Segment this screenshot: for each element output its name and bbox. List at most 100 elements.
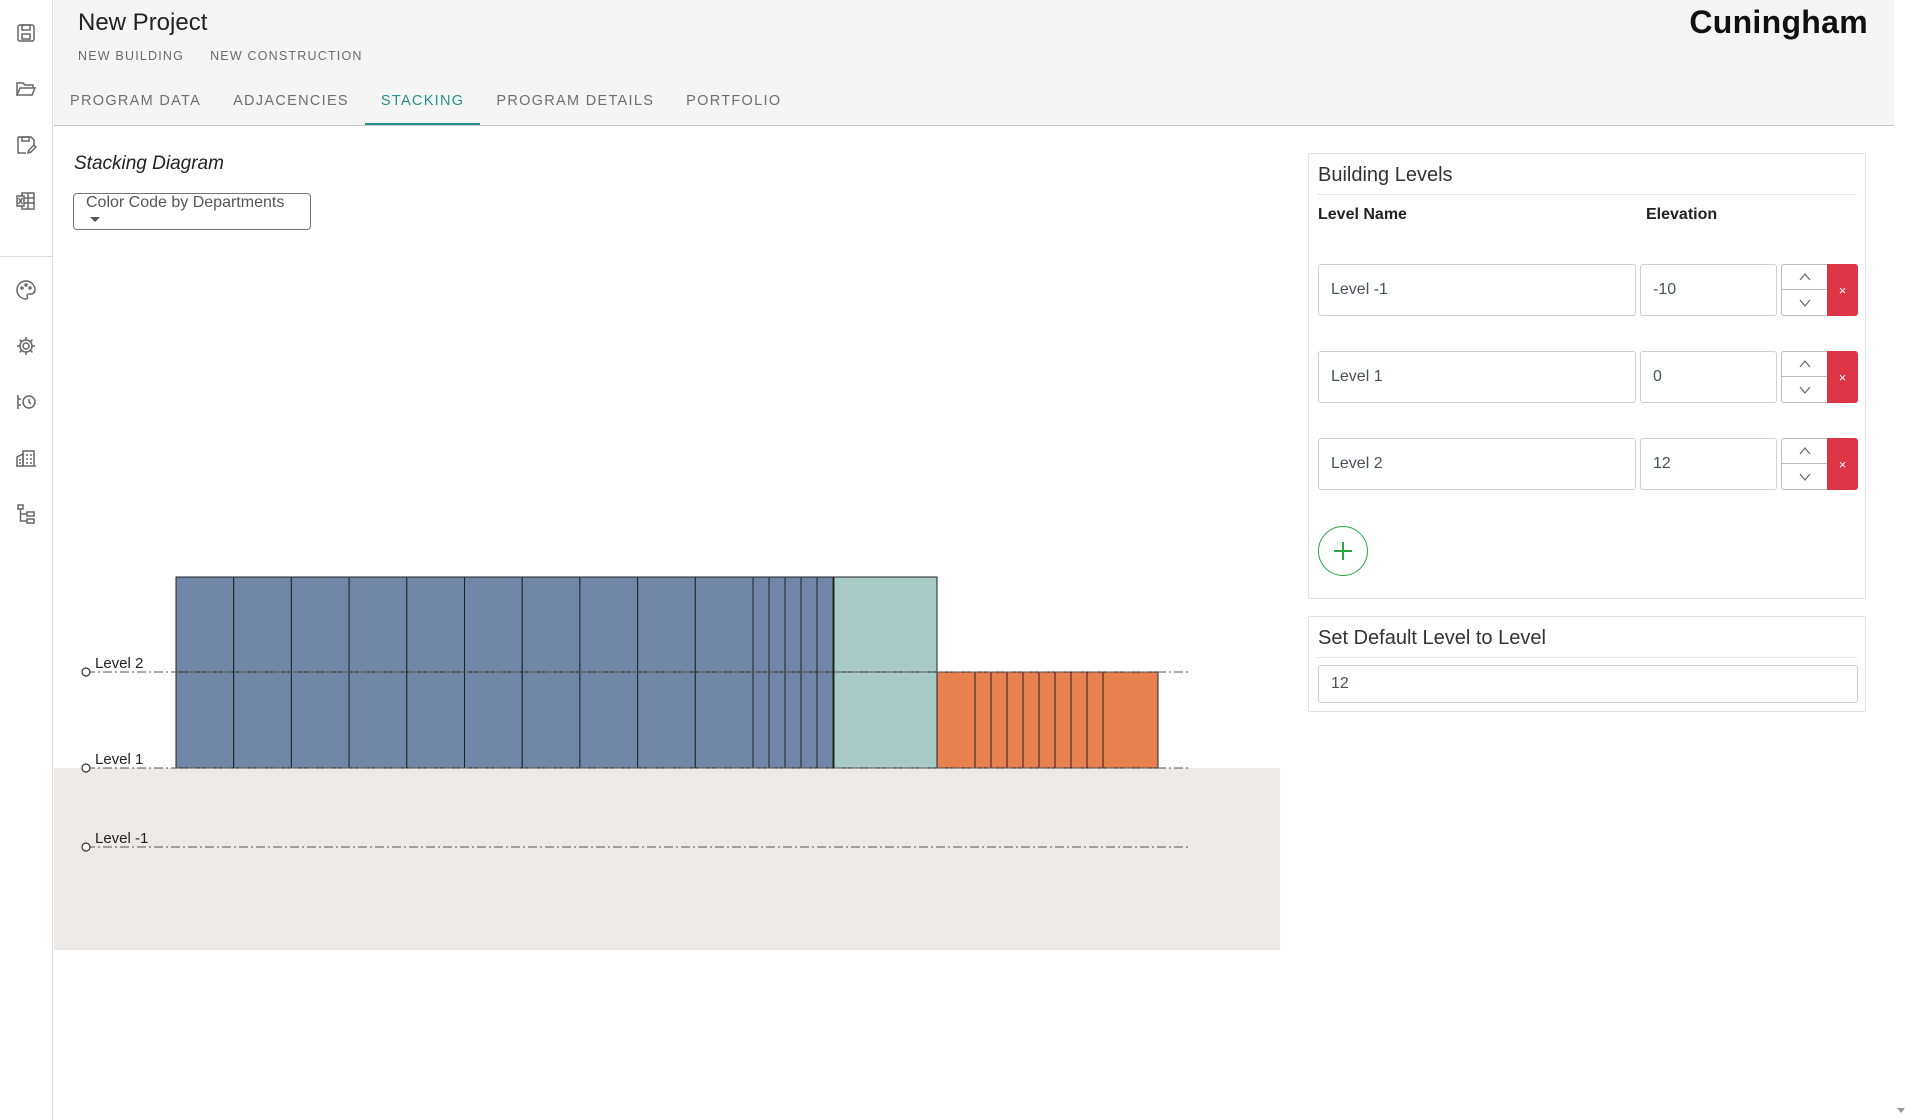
- scroll-down-arrow[interactable]: [1897, 1108, 1905, 1113]
- level-name-input[interactable]: [1318, 264, 1636, 316]
- room-block: [833, 671, 938, 769]
- level-marker: [81, 667, 91, 677]
- elevation-input[interactable]: [1640, 351, 1777, 403]
- tab-adjacencies[interactable]: ADJACENCIES: [233, 93, 349, 109]
- add-level-button[interactable]: [1318, 526, 1368, 576]
- company-logo: Cuningham: [1689, 4, 1868, 40]
- room-block: [175, 671, 235, 769]
- project-subtitles: NEW BUILDING NEW CONSTRUCTION: [78, 49, 363, 63]
- building-icon[interactable]: [12, 444, 40, 472]
- room-block: [233, 576, 292, 673]
- room-block: [579, 671, 639, 769]
- tab-stacking[interactable]: STACKING: [364, 80, 481, 125]
- level-name-input[interactable]: [1318, 438, 1636, 490]
- construction-type-label: NEW CONSTRUCTION: [210, 49, 363, 63]
- room-block: [637, 671, 696, 769]
- chevron-up-icon[interactable]: [1782, 439, 1827, 464]
- tab-program-details[interactable]: PROGRAM DETAILS: [496, 93, 655, 109]
- room-block: [1022, 671, 1040, 769]
- elevation-stepper: [1781, 264, 1828, 316]
- elevation-stepper: [1781, 351, 1828, 403]
- color-code-dropdown-label: Color Code by Departments: [86, 194, 285, 211]
- room-block: [800, 576, 818, 673]
- gear-icon[interactable]: [12, 332, 40, 360]
- room-block: [768, 671, 786, 769]
- history-icon[interactable]: [12, 388, 40, 416]
- app-header: NEW BUILDING NEW CONSTRUCTION Cuningham …: [54, 0, 1894, 126]
- caret-down-icon: [90, 216, 100, 222]
- room-block: [752, 671, 770, 769]
- level-marker: [81, 763, 91, 773]
- color-code-dropdown[interactable]: Color Code by Departments: [73, 193, 311, 230]
- room-block: [579, 576, 639, 673]
- level-label: Level 1: [95, 751, 143, 768]
- room-block: [175, 576, 235, 673]
- toolbar-divider: [0, 256, 53, 257]
- room-block: [290, 671, 350, 769]
- room-block: [464, 671, 523, 769]
- room-block: [768, 576, 786, 673]
- elevation-stepper: [1781, 438, 1828, 490]
- level-lines: Level -1 Level 1 Level 2: [81, 655, 1190, 852]
- excel-export-icon[interactable]: [12, 187, 40, 215]
- room-block: [694, 576, 754, 673]
- chevron-up-icon[interactable]: [1782, 352, 1827, 377]
- room-block: [521, 576, 581, 673]
- left-toolbar: [0, 0, 53, 1120]
- delete-level-button[interactable]: ×: [1827, 351, 1858, 403]
- room-block: [1070, 671, 1088, 769]
- chevron-down-icon[interactable]: [1782, 377, 1827, 402]
- save-icon[interactable]: [12, 19, 40, 47]
- delete-level-button[interactable]: ×: [1827, 264, 1858, 316]
- room-block: [464, 576, 523, 673]
- building-levels-title: Building Levels: [1318, 164, 1453, 186]
- level-name-input[interactable]: [1318, 351, 1636, 403]
- stacking-diagram: Level -1 Level 1 Level 2: [54, 576, 1280, 950]
- room-block: [406, 576, 465, 673]
- room-block: [752, 576, 770, 673]
- tab-portfolio[interactable]: PORTFOLIO: [686, 93, 782, 109]
- stacking-diagram-title: Stacking Diagram: [74, 153, 224, 174]
- default-level-input[interactable]: [1318, 665, 1858, 703]
- delete-level-button[interactable]: ×: [1827, 438, 1858, 490]
- palette-icon[interactable]: [12, 276, 40, 304]
- room-block: [800, 671, 818, 769]
- room-block: [348, 671, 408, 769]
- room-block: [1038, 671, 1056, 769]
- room-block: [784, 671, 802, 769]
- plus-icon: [1334, 542, 1352, 560]
- room-block: [406, 671, 465, 769]
- room-block: [816, 671, 834, 769]
- room-block: [233, 671, 292, 769]
- hierarchy-icon[interactable]: [12, 500, 40, 528]
- level-row: ×: [1318, 351, 1858, 403]
- folder-open-icon[interactable]: [12, 75, 40, 103]
- default-level-panel: Set Default Level to Level: [1308, 616, 1866, 712]
- ground-area: [54, 768, 1280, 950]
- room-block: [694, 671, 754, 769]
- project-name-input[interactable]: [74, 4, 250, 42]
- building-levels-panel: Building Levels Level Name Elevation × ×: [1308, 153, 1866, 599]
- room-block: [1102, 671, 1159, 769]
- room-block: [521, 671, 581, 769]
- room-block: [833, 576, 938, 673]
- chevron-down-icon[interactable]: [1782, 464, 1827, 489]
- level-label: Level -1: [95, 830, 148, 847]
- default-level-title: Set Default Level to Level: [1318, 627, 1546, 649]
- panel-divider: [1317, 194, 1857, 195]
- save-as-icon[interactable]: [12, 131, 40, 159]
- elevation-input[interactable]: [1640, 264, 1777, 316]
- tab-program-data[interactable]: PROGRAM DATA: [70, 93, 202, 109]
- level-name-header: Level Name: [1318, 206, 1407, 223]
- chevron-down-icon[interactable]: [1782, 290, 1827, 315]
- room-block: [936, 671, 976, 769]
- level-label: Level 2: [95, 655, 143, 672]
- room-block: [637, 576, 696, 673]
- panel-divider: [1317, 657, 1857, 658]
- chevron-up-icon[interactable]: [1782, 265, 1827, 290]
- room-block: [990, 671, 1008, 769]
- elevation-input[interactable]: [1640, 438, 1777, 490]
- building-type-label: NEW BUILDING: [78, 49, 185, 63]
- room-block: [1054, 671, 1072, 769]
